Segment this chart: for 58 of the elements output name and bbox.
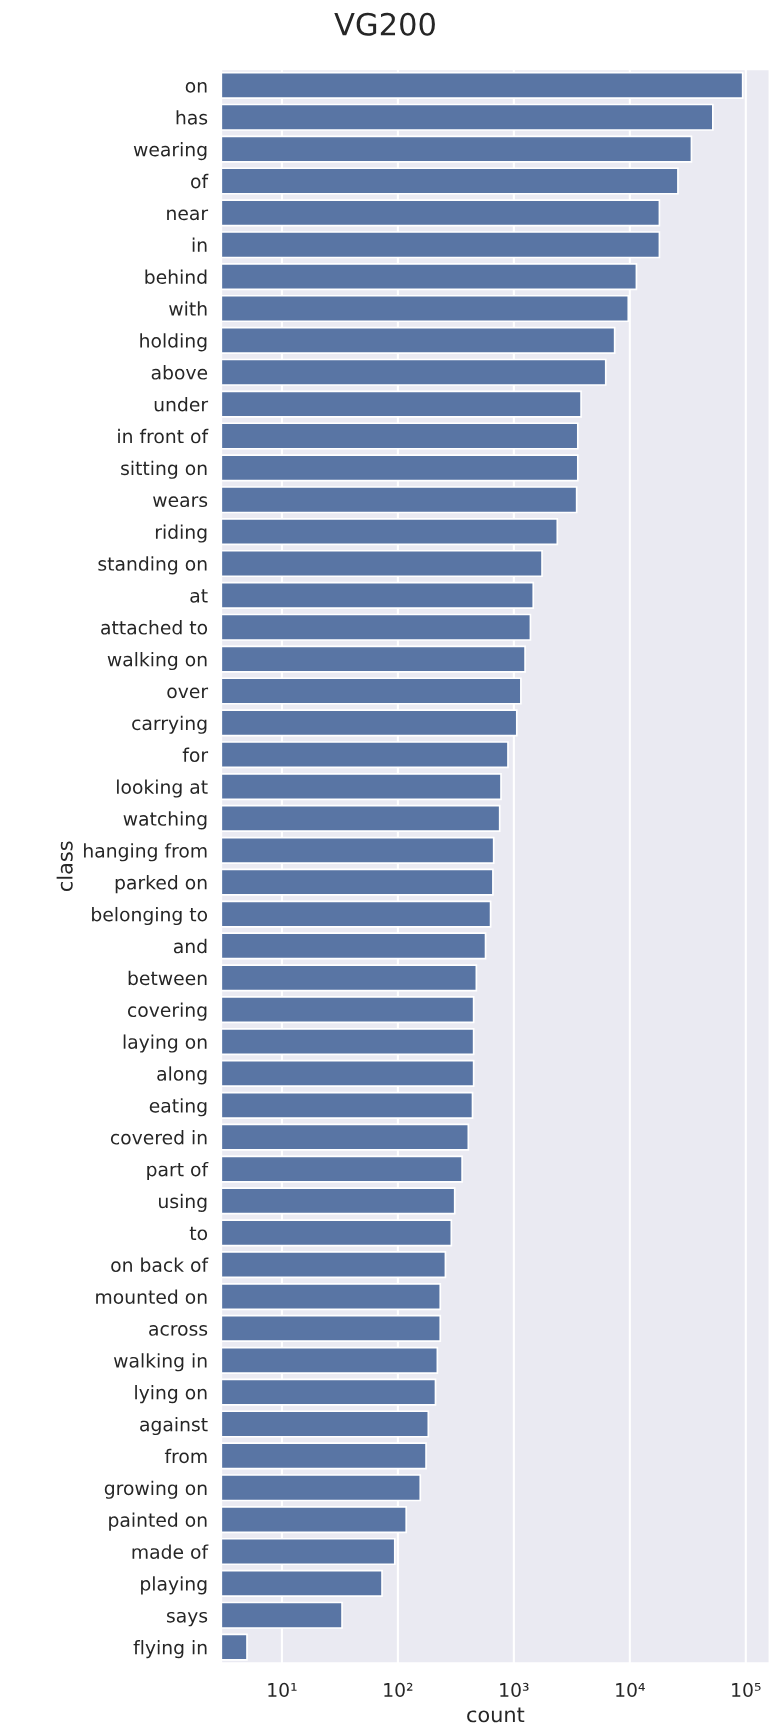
y-tick-label: from [164,1448,207,1464]
y-tick-label: part of [147,1161,209,1181]
y-tick-label: walking in [113,1353,207,1372]
x-tick-label: 10⁴ [616,1682,645,1698]
y-tick-label: wearing [133,142,207,161]
x-tick-label: 10³ [500,1682,529,1698]
y-tick-label: painted on [109,1512,207,1531]
y-tick-label: using [159,1193,207,1212]
y-tick-label: of [191,173,209,189]
x-tick-label: 10¹ [268,1682,297,1698]
y-tick-label: sitting on [121,460,207,479]
y-tick-label: growing on [104,1480,207,1499]
y-tick-label: and [173,938,207,954]
y-tick-label: on back of [111,1257,209,1273]
y-tick-label: with [169,301,207,316]
y-tick-label: watching [123,811,207,830]
x-tick-label: 10⁵ [732,1682,761,1698]
y-tick-label: says [166,1611,208,1627]
y-tick-label: in [192,237,207,252]
y-tick-label: holding [140,333,207,352]
y-tick-label: eating [149,1098,207,1117]
y-tick-label: wears [153,496,208,508]
y-tick-label: above [151,365,208,380]
y-tick-label: looking at [117,779,208,798]
x-axis-title: count [467,1707,525,1723]
y-tick-label: attached to [101,620,208,635]
y-tick-label: carrying [132,715,207,734]
y-tick-label: covering [128,1002,207,1021]
y-tick-label: laying on [123,1034,207,1053]
y-axis-title: class [56,841,73,891]
y-tick-label: covered in [110,1130,207,1145]
y-tick-label: under [154,396,209,412]
y-tick-label: along [157,1066,207,1085]
y-tick-label: belonging to [92,906,208,926]
y-tick-label: on [185,82,207,93]
y-tick-label: has [176,110,208,125]
y-tick-label: standing on [98,556,207,575]
y-tick-label: to [189,1226,208,1241]
x-tick-label: 10² [384,1682,413,1698]
y-tick-label: against [140,1416,208,1436]
y-tick-label: between [128,970,207,986]
y-tick-label: riding [155,524,207,543]
y-tick-label: over [167,687,209,699]
y-tick-label: walking on [107,651,207,671]
y-tick-label: hanging from [84,843,207,862]
y-tick-label: behind [145,269,207,284]
y-tick-label: near [167,209,209,221]
y-tick-label: mounted on [96,1289,207,1304]
y-tick-label: in front of [118,428,209,444]
y-tick-label: playing [141,1576,207,1595]
chart-title: VG200 [334,12,435,36]
y-tick-label: parked on [115,875,207,894]
y-tick-label: for [182,747,209,763]
y-tick-label: made of [132,1544,209,1559]
y-tick-label: flying in [133,1640,207,1659]
y-tick-label: lying on [135,1385,207,1404]
y-tick-label: at [190,589,208,603]
y-tick-label: across [149,1325,208,1336]
